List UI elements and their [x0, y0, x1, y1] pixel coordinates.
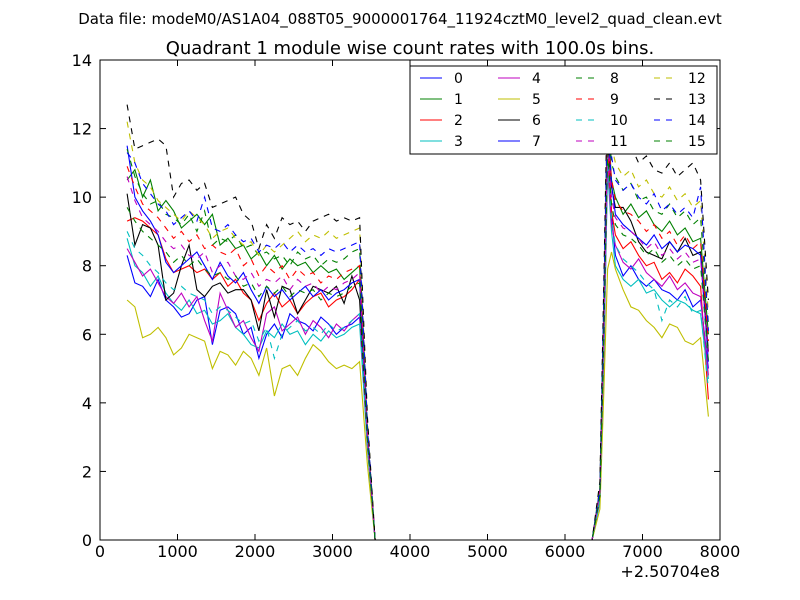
series-line-13 — [126, 77, 709, 541]
legend-label-8: 8 — [610, 71, 619, 87]
legend-label-1: 1 — [454, 92, 463, 108]
legend-label-4: 4 — [532, 71, 541, 87]
series-line-8 — [126, 107, 709, 541]
x-tick-label-8000: 8000 — [700, 542, 741, 561]
series-line-12 — [126, 94, 709, 541]
legend-label-13: 13 — [688, 92, 706, 108]
y-tick-label-12: 12 — [72, 120, 92, 139]
series-line-3 — [126, 169, 709, 541]
x-tick-label-1000: 1000 — [157, 542, 198, 561]
x-tick-label-7000: 7000 — [622, 542, 663, 561]
legend-label-12: 12 — [688, 71, 706, 87]
series-line-7 — [126, 121, 709, 541]
x-tick-label-2000: 2000 — [235, 542, 276, 561]
legend-label-11: 11 — [610, 134, 628, 150]
legend-label-7: 7 — [532, 134, 541, 150]
series-line-4 — [126, 162, 709, 541]
y-tick-label-2: 2 — [82, 462, 92, 481]
y-tick-label-8: 8 — [82, 257, 92, 276]
series-line-5 — [126, 251, 709, 541]
y-tick-label-4: 4 — [82, 394, 92, 413]
legend-box — [409, 65, 718, 155]
y-tick-label-0: 0 — [82, 531, 92, 550]
series-line-14 — [126, 101, 709, 541]
y-tick-label-10: 10 — [72, 188, 92, 207]
legend-label-15: 15 — [688, 134, 706, 150]
series-line-11 — [126, 138, 709, 541]
series-line-2 — [126, 145, 709, 541]
legend-label-5: 5 — [532, 92, 541, 108]
legend-label-14: 14 — [688, 113, 706, 129]
chart-title: Quadrant 1 module wise count rates with … — [166, 38, 655, 59]
series-line-9 — [126, 128, 709, 541]
x-tick-label-0: 0 — [95, 542, 105, 561]
plot-area: 0 1000 2000 3000 4000 5000 6000 7000 80000246810… — [72, 51, 741, 561]
x-tick-label-3000: 3000 — [312, 542, 353, 561]
data-file-suptitle: Data file: modeM0/AS1A04_088T05_90000017… — [78, 10, 722, 29]
legend-label-2: 2 — [454, 113, 463, 129]
x-tick-label-6000: 6000 — [545, 542, 586, 561]
y-tick-label-14: 14 — [72, 51, 92, 70]
legend-label-3: 3 — [454, 134, 463, 150]
series-line-6 — [126, 131, 709, 541]
x-tick-label-4000: 4000 — [390, 542, 431, 561]
y-tick-label-6: 6 — [82, 325, 92, 344]
legend-label-9: 9 — [610, 92, 619, 108]
legend-label-10: 10 — [610, 113, 628, 129]
x-tick-label-5000: 5000 — [467, 542, 508, 561]
series-line-1 — [126, 111, 709, 541]
x-offset-label: +2.50704e8 — [620, 562, 720, 581]
legend-label-6: 6 — [532, 113, 541, 129]
legend-label-0: 0 — [454, 71, 463, 87]
